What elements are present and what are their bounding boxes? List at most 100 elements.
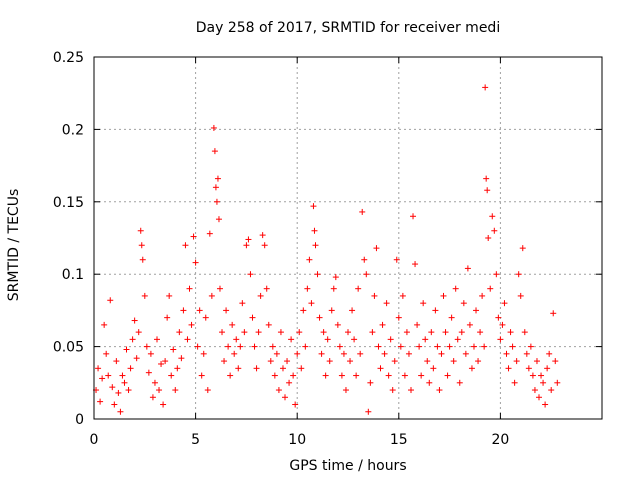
data-point [393, 256, 400, 263]
data-point [401, 372, 408, 379]
data-point [133, 355, 140, 362]
data-point [95, 365, 102, 372]
y-tick-label: 0.15 [53, 195, 84, 211]
data-point [178, 355, 185, 362]
data-point [208, 292, 215, 299]
data-point [271, 372, 278, 379]
data-point [385, 372, 392, 379]
data-point [517, 292, 524, 299]
data-point [365, 408, 372, 415]
x-tick-label: 0 [90, 432, 99, 448]
data-point [214, 175, 221, 182]
data-point [501, 300, 508, 307]
data-point [164, 314, 171, 321]
data-point [418, 372, 425, 379]
data-point [349, 307, 356, 314]
data-point [302, 343, 309, 350]
data-point [294, 350, 301, 357]
data-point [277, 329, 284, 336]
data-point [369, 329, 376, 336]
data-point [212, 184, 219, 191]
data-point [484, 187, 491, 194]
data-point [428, 329, 435, 336]
data-point [332, 274, 339, 281]
data-point [160, 401, 167, 408]
data-point [103, 350, 110, 357]
data-point [475, 358, 482, 365]
data-point [107, 297, 114, 304]
data-point [403, 329, 410, 336]
data-point [456, 379, 463, 386]
data-point [355, 285, 362, 292]
data-point [359, 208, 366, 215]
data-point [318, 350, 325, 357]
axis-ticks: 0 0.05 0.1 0.15 0.2 0.25 0 5 10 15 20 [53, 50, 602, 448]
data-point [253, 365, 260, 372]
data-point [454, 336, 461, 343]
data-point [320, 329, 327, 336]
data-point [440, 292, 447, 299]
data-point [145, 369, 152, 376]
data-point [438, 350, 445, 357]
data-point [485, 235, 492, 241]
data-point [135, 329, 142, 336]
data-point [412, 261, 419, 268]
data-point [389, 387, 396, 394]
data-point [468, 365, 475, 372]
data-point [182, 242, 189, 249]
data-point [231, 350, 238, 357]
data-point [105, 372, 112, 379]
data-point [300, 307, 307, 314]
data-point [493, 271, 500, 278]
data-point [168, 372, 175, 379]
data-point [397, 343, 404, 350]
data-point [351, 336, 358, 343]
data-point [139, 256, 146, 263]
data-point [121, 379, 128, 386]
data-point [552, 358, 559, 365]
data-point [284, 358, 291, 365]
data-point [298, 365, 305, 372]
data-point [322, 372, 329, 379]
data-point [97, 398, 104, 405]
data-point [405, 350, 412, 357]
data-point [225, 343, 232, 350]
data-point [426, 379, 433, 386]
data-point [198, 372, 205, 379]
data-point [499, 321, 506, 328]
data-point [432, 307, 439, 314]
data-point [414, 321, 421, 328]
data-point [237, 343, 244, 350]
data-point [430, 365, 437, 372]
data-point [444, 372, 451, 379]
data-point [495, 314, 502, 321]
data-point [367, 379, 374, 386]
data-points [93, 84, 561, 415]
data-point [119, 372, 126, 379]
data-point [221, 358, 228, 365]
data-point [328, 307, 335, 314]
data-point [166, 292, 173, 299]
data-point [288, 336, 295, 343]
y-tick-label: 0 [75, 412, 84, 428]
y-tick-label: 0.25 [53, 50, 84, 66]
y-tick-label: 0.2 [62, 122, 84, 138]
data-point [261, 242, 268, 249]
data-point [540, 379, 547, 386]
data-point [391, 358, 398, 365]
data-point [286, 379, 293, 386]
data-point [233, 336, 240, 343]
data-point [215, 216, 222, 223]
data-point [345, 329, 351, 336]
data-point [206, 230, 213, 237]
data-point [115, 389, 122, 396]
data-point [481, 343, 488, 350]
data-point [239, 300, 246, 307]
data-point [292, 401, 299, 408]
data-point [523, 350, 530, 357]
data-point [550, 310, 557, 317]
data-point [188, 321, 195, 328]
data-point [503, 350, 510, 357]
data-point [141, 292, 148, 299]
data-point [334, 321, 341, 328]
